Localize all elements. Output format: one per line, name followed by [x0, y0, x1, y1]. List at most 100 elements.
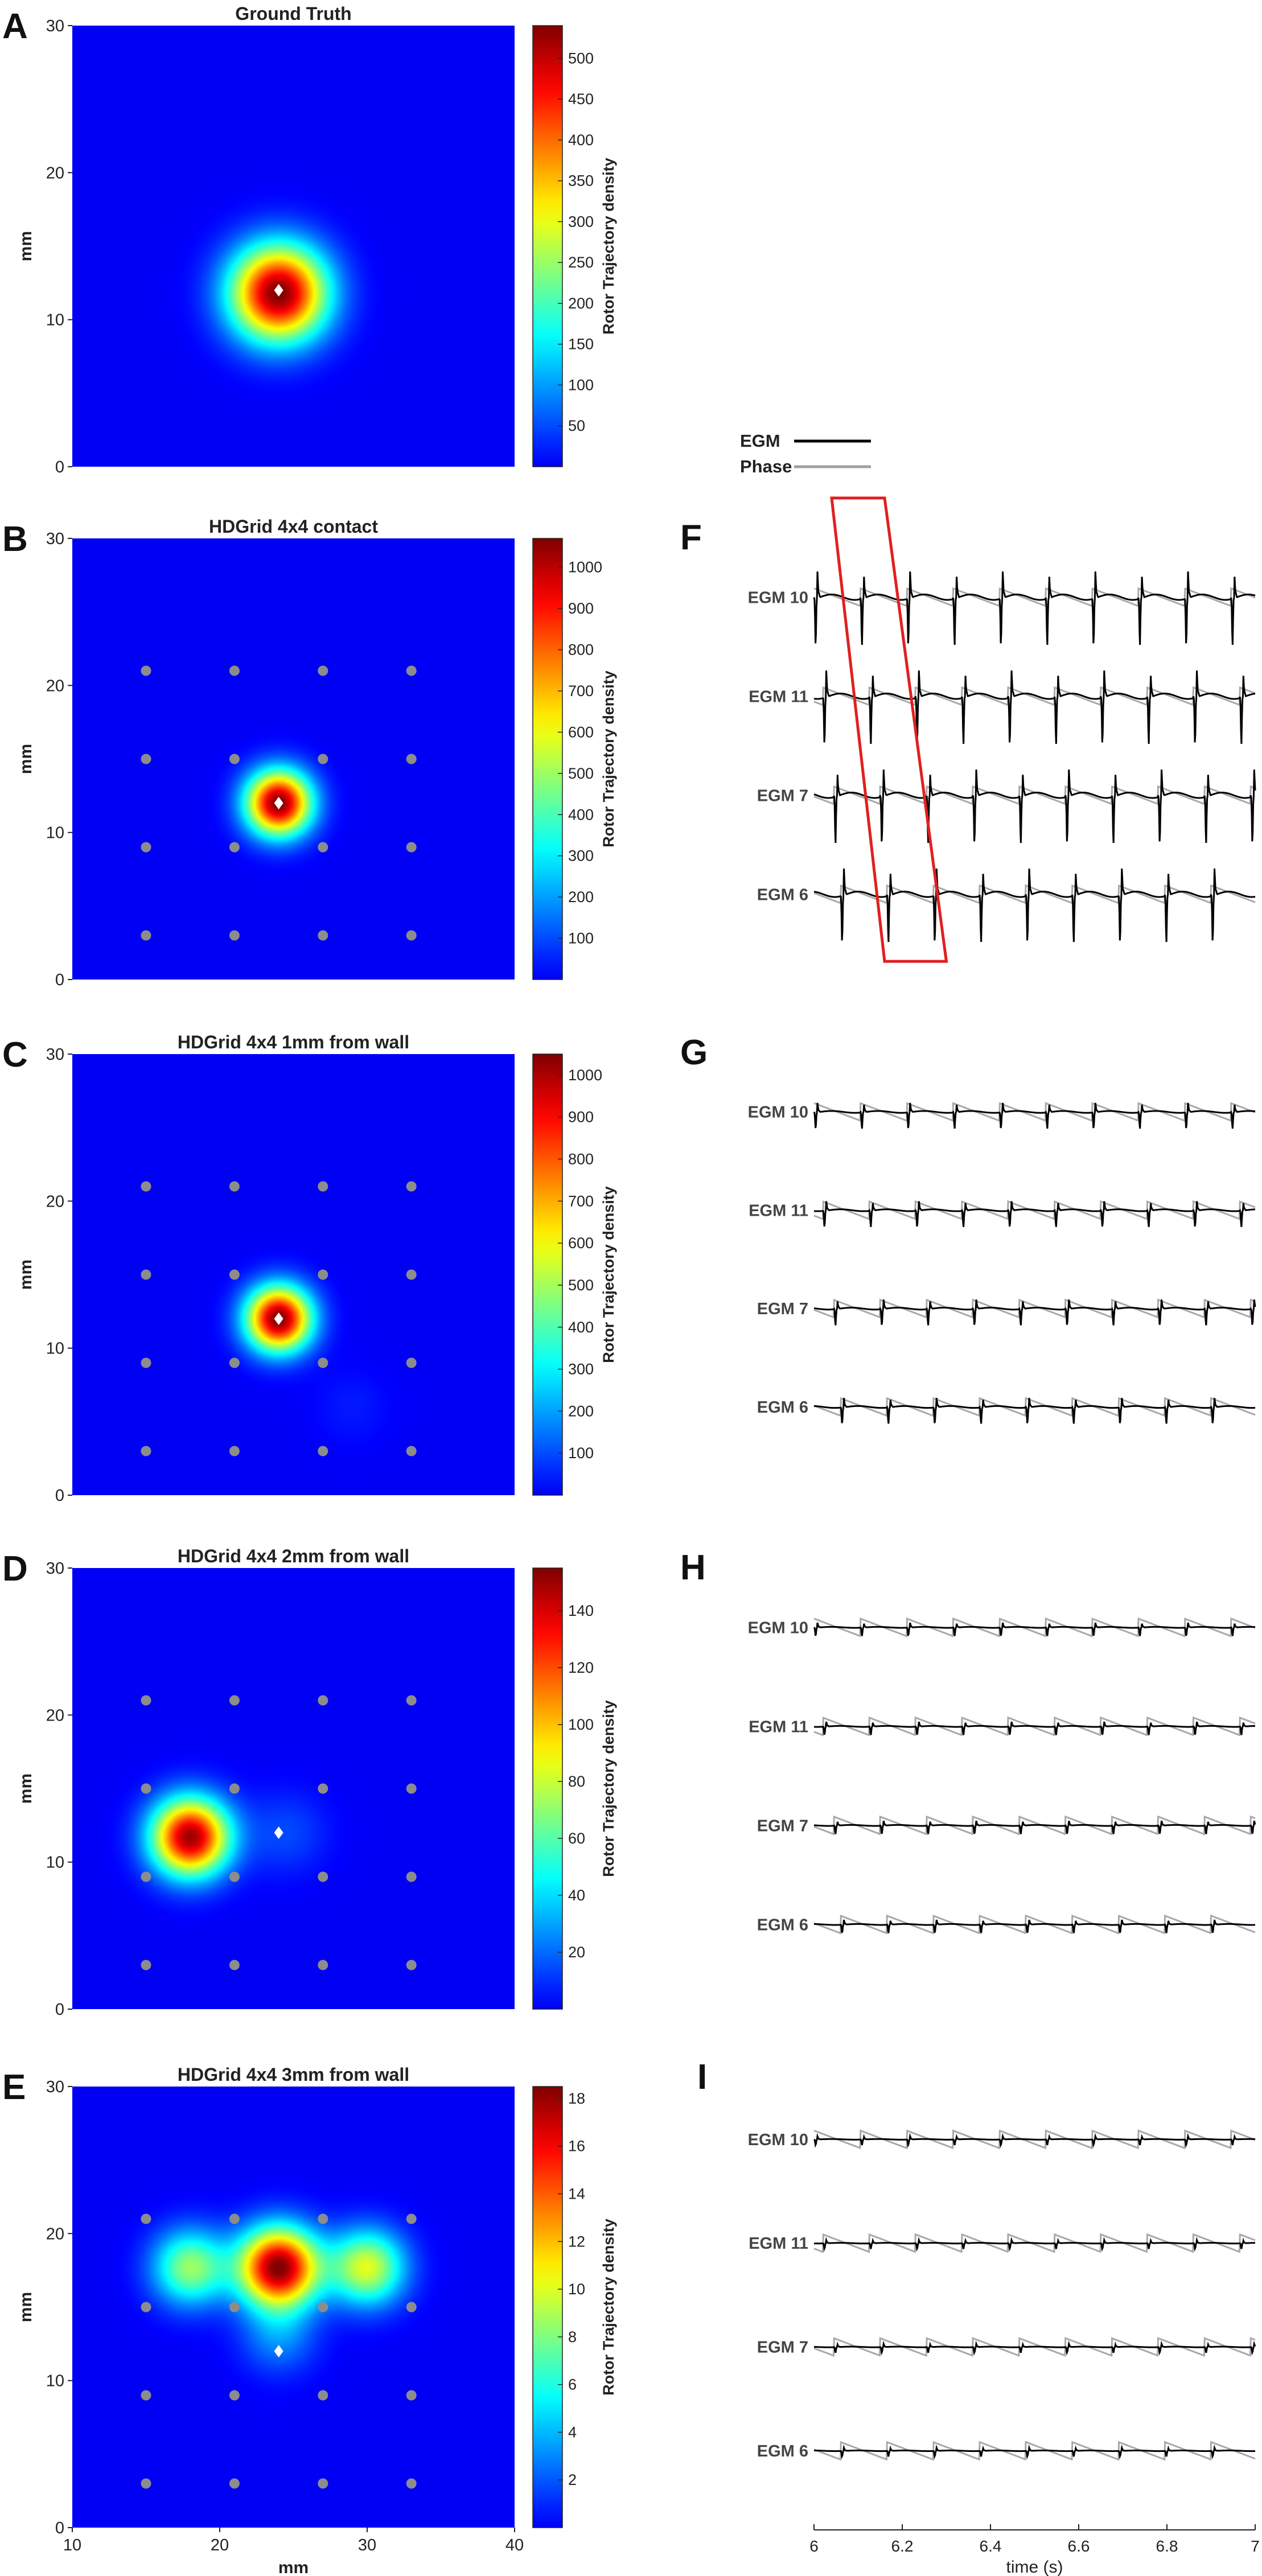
density-heatmap — [72, 2087, 515, 2528]
colorbar-tick-label: 40 — [568, 1887, 585, 1904]
y-tick-label: 0 — [55, 2001, 64, 2019]
colorbar-tick-label: 2 — [568, 2471, 577, 2488]
channel-label: EGM 7 — [757, 1817, 808, 1835]
y-tick-label: 10 — [46, 1340, 64, 1358]
colorbar-tick-label: 600 — [568, 723, 594, 740]
panel-g: G EGM 10 EGM 11 EGM 7 EGM 6 — [680, 1033, 1256, 1424]
density-heatmap — [72, 1568, 515, 2009]
electrode-marker — [406, 1181, 417, 1192]
x-axis-label: time (s) — [1006, 2558, 1063, 2576]
colorbar — [532, 538, 563, 980]
panel-letter: B — [2, 520, 28, 559]
colorbar-tick-label: 10 — [568, 2281, 585, 2298]
electrode-marker — [141, 665, 151, 676]
y-axis-label: mm — [17, 231, 35, 261]
egm-trace — [813, 2340, 1256, 2356]
electrode-marker — [141, 1783, 151, 1794]
colorbar-tick-label: 50 — [568, 417, 585, 434]
electrode-marker — [406, 1695, 417, 1706]
colorbar — [532, 1567, 563, 2010]
egm-trace — [813, 1299, 1256, 1326]
y-tick-label: 0 — [55, 458, 64, 476]
electrode-marker — [406, 1783, 417, 1794]
colorbar-tick-label: 12 — [568, 2233, 585, 2250]
electrode-marker — [141, 1871, 151, 1882]
electrode-marker — [229, 1960, 240, 1970]
colorbar-tick-label: 900 — [568, 600, 594, 617]
panel-letter: A — [2, 7, 28, 46]
electrode-marker — [318, 1783, 328, 1794]
x-axis-label: mm — [278, 2558, 309, 2576]
phase-trace — [813, 1716, 1256, 1736]
electrode-marker — [318, 1871, 328, 1882]
electrode-marker — [141, 1181, 151, 1192]
x-tick-label: 40 — [505, 2536, 524, 2554]
colorbar-tick-label: 200 — [568, 295, 594, 312]
y-tick-label: 20 — [46, 164, 64, 182]
electrode-marker — [318, 1357, 328, 1368]
channel-label: EGM 6 — [757, 886, 808, 904]
x-tick-label: 30 — [358, 2536, 376, 2554]
x-tick-label: 6.2 — [891, 2537, 914, 2555]
density-heatmap — [72, 26, 515, 467]
colorbar-tick-label: 80 — [568, 1773, 585, 1790]
electrode-marker — [141, 2213, 151, 2224]
x-tick-label: 20 — [211, 2536, 229, 2554]
electrode-marker — [141, 754, 151, 764]
panel-c: HDGrid 4x4 1mm from wall C 0 10 20 30 mm 100 200… — [2, 1032, 617, 1505]
channel-label: EGM 6 — [757, 1398, 808, 1417]
y-tick-label: 0 — [55, 2519, 64, 2537]
electrode-marker — [406, 2478, 417, 2489]
colorbar-tick-label: 450 — [568, 90, 594, 108]
colorbar-tick-label: 100 — [568, 1445, 594, 1462]
electrode-marker — [318, 2478, 328, 2489]
colorbar-tick-label: 500 — [568, 1277, 594, 1294]
panel-letter: F — [680, 518, 702, 557]
phase-trace — [813, 587, 1256, 607]
channel-label: EGM 11 — [749, 1718, 808, 1736]
phase-trace — [813, 686, 1256, 706]
channel-label: EGM 11 — [749, 2235, 808, 2253]
egm-trace — [813, 2444, 1256, 2459]
y-tick-label: 30 — [46, 1046, 64, 1064]
y-tick-label: 30 — [46, 17, 64, 35]
egm-trace — [813, 1102, 1256, 1129]
channel-label: EGM 6 — [757, 2442, 808, 2460]
colorbar-tick-label: 600 — [568, 1234, 594, 1252]
panel-title: HDGrid 4x4 contact — [209, 516, 378, 537]
electrode-marker — [406, 1269, 417, 1280]
colorbar-tick-label: 300 — [568, 213, 594, 230]
colorbar-label: Rotor Trajectory density — [600, 1700, 617, 1877]
electrode-marker — [141, 2478, 151, 2489]
colorbar — [532, 2086, 563, 2528]
panel-letter: H — [680, 1548, 706, 1587]
true-rotor-marker — [274, 797, 283, 809]
egm-trace — [813, 869, 1256, 943]
electrode-marker — [229, 2213, 240, 2224]
phase-trace — [813, 1397, 1256, 1417]
colorbar-tick-label: 300 — [568, 847, 594, 865]
electrode-marker — [141, 842, 151, 853]
y-tick-label: 0 — [55, 1487, 64, 1505]
colorbar-label: Rotor Trajectory density — [600, 158, 617, 335]
electrode-marker — [141, 2390, 151, 2401]
electrode-marker — [229, 930, 240, 941]
channel-label: EGM 10 — [748, 589, 808, 607]
channel-label: EGM 7 — [757, 787, 808, 805]
phase-trace — [813, 884, 1256, 904]
phase-trace — [813, 1914, 1256, 1935]
density-heatmap — [72, 538, 515, 980]
egm-trace — [813, 1622, 1256, 1636]
legend-label: EGM — [740, 431, 780, 451]
x-tick-label: 10 — [63, 2536, 81, 2554]
y-tick-label: 20 — [46, 1706, 64, 1725]
colorbar — [532, 1054, 563, 1496]
x-tick-label: 7 — [1251, 2537, 1260, 2555]
egm-trace — [813, 1398, 1256, 1424]
colorbar-tick-label: 800 — [568, 641, 594, 659]
electrode-marker — [318, 665, 328, 676]
x-tick-label: 6 — [809, 2537, 819, 2555]
true-rotor-marker — [274, 1312, 283, 1325]
y-tick-label: 10 — [46, 1854, 64, 1872]
